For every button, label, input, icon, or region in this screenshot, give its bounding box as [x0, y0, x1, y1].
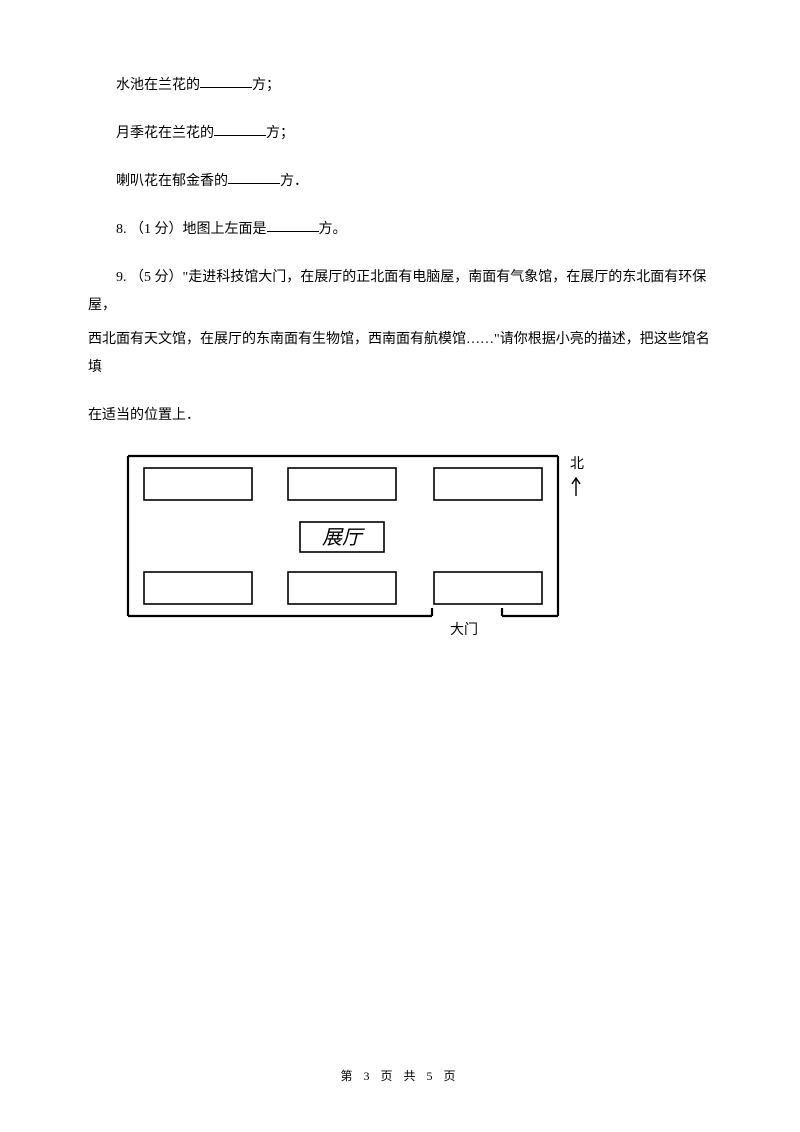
question-9-line-2: 西北面有天文馆，在展厅的东南面有生物馆，西南面有航模馆……"请你根据小亮的描述，… — [88, 326, 712, 382]
text: 喇叭花在郁金香的 — [116, 174, 228, 189]
text: 方； — [266, 126, 294, 141]
question-9-line-3: 在适当的位置上． — [88, 402, 712, 430]
blank-field[interactable] — [228, 170, 280, 184]
text: 方。 — [319, 222, 347, 237]
blank-field[interactable] — [214, 122, 266, 136]
question-9-line-1: 9. （5 分）"走进科技馆大门，在展厅的正北面有电脑屋，南面有气象馆，在展厅的… — [88, 264, 712, 320]
blank-field[interactable] — [200, 74, 252, 88]
svg-text:展厅: 展厅 — [322, 527, 365, 549]
text: 方． — [280, 174, 308, 189]
text: 8. （1 分）地图上左面是 — [116, 222, 267, 237]
svg-text:大门: 大门 — [450, 622, 478, 638]
blank-field[interactable] — [267, 218, 319, 232]
svg-text:北: 北 — [570, 456, 584, 472]
text: 9. （5 分）"走进科技馆大门，在展厅的正北面有电脑屋，南面有气象馆，在展厅的… — [88, 270, 706, 313]
diagram-svg: 展厅 北大门 — [122, 450, 592, 650]
text: 月季花在兰花的 — [116, 126, 214, 141]
text: 方； — [252, 78, 280, 93]
text: 水池在兰花的 — [116, 78, 200, 93]
text: 在适当的位置上． — [88, 408, 200, 423]
text-line-1: 水池在兰花的 方； — [88, 72, 712, 100]
text-line-3: 喇叭花在郁金香的 方． — [88, 168, 712, 196]
text: 西北面有天文馆，在展厅的东南面有生物馆，西南面有航模馆……"请你根据小亮的描述，… — [88, 332, 710, 375]
floor-plan-diagram: 展厅 北大门 — [122, 450, 712, 655]
question-8: 8. （1 分）地图上左面是 方。 — [88, 216, 712, 244]
page-footer: 第 3 页 共 5 页 — [0, 1067, 800, 1084]
text-line-2: 月季花在兰花的 方； — [88, 120, 712, 148]
page-content: 水池在兰花的方； 月季花在兰花的方； 喇叭花在郁金香的方． 8. （1 分）地图… — [0, 0, 800, 655]
